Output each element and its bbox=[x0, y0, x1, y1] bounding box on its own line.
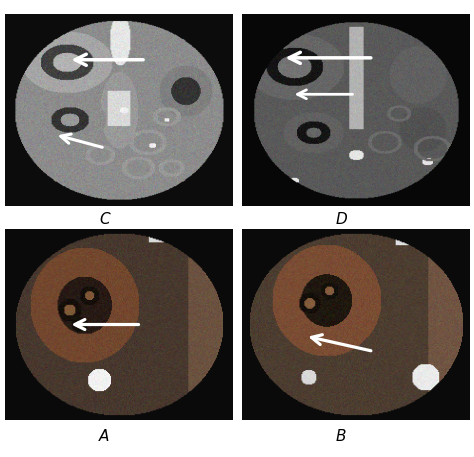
Text: C: C bbox=[99, 212, 109, 227]
Text: A: A bbox=[99, 429, 109, 444]
Text: D: D bbox=[336, 212, 347, 227]
Text: B: B bbox=[336, 429, 346, 444]
